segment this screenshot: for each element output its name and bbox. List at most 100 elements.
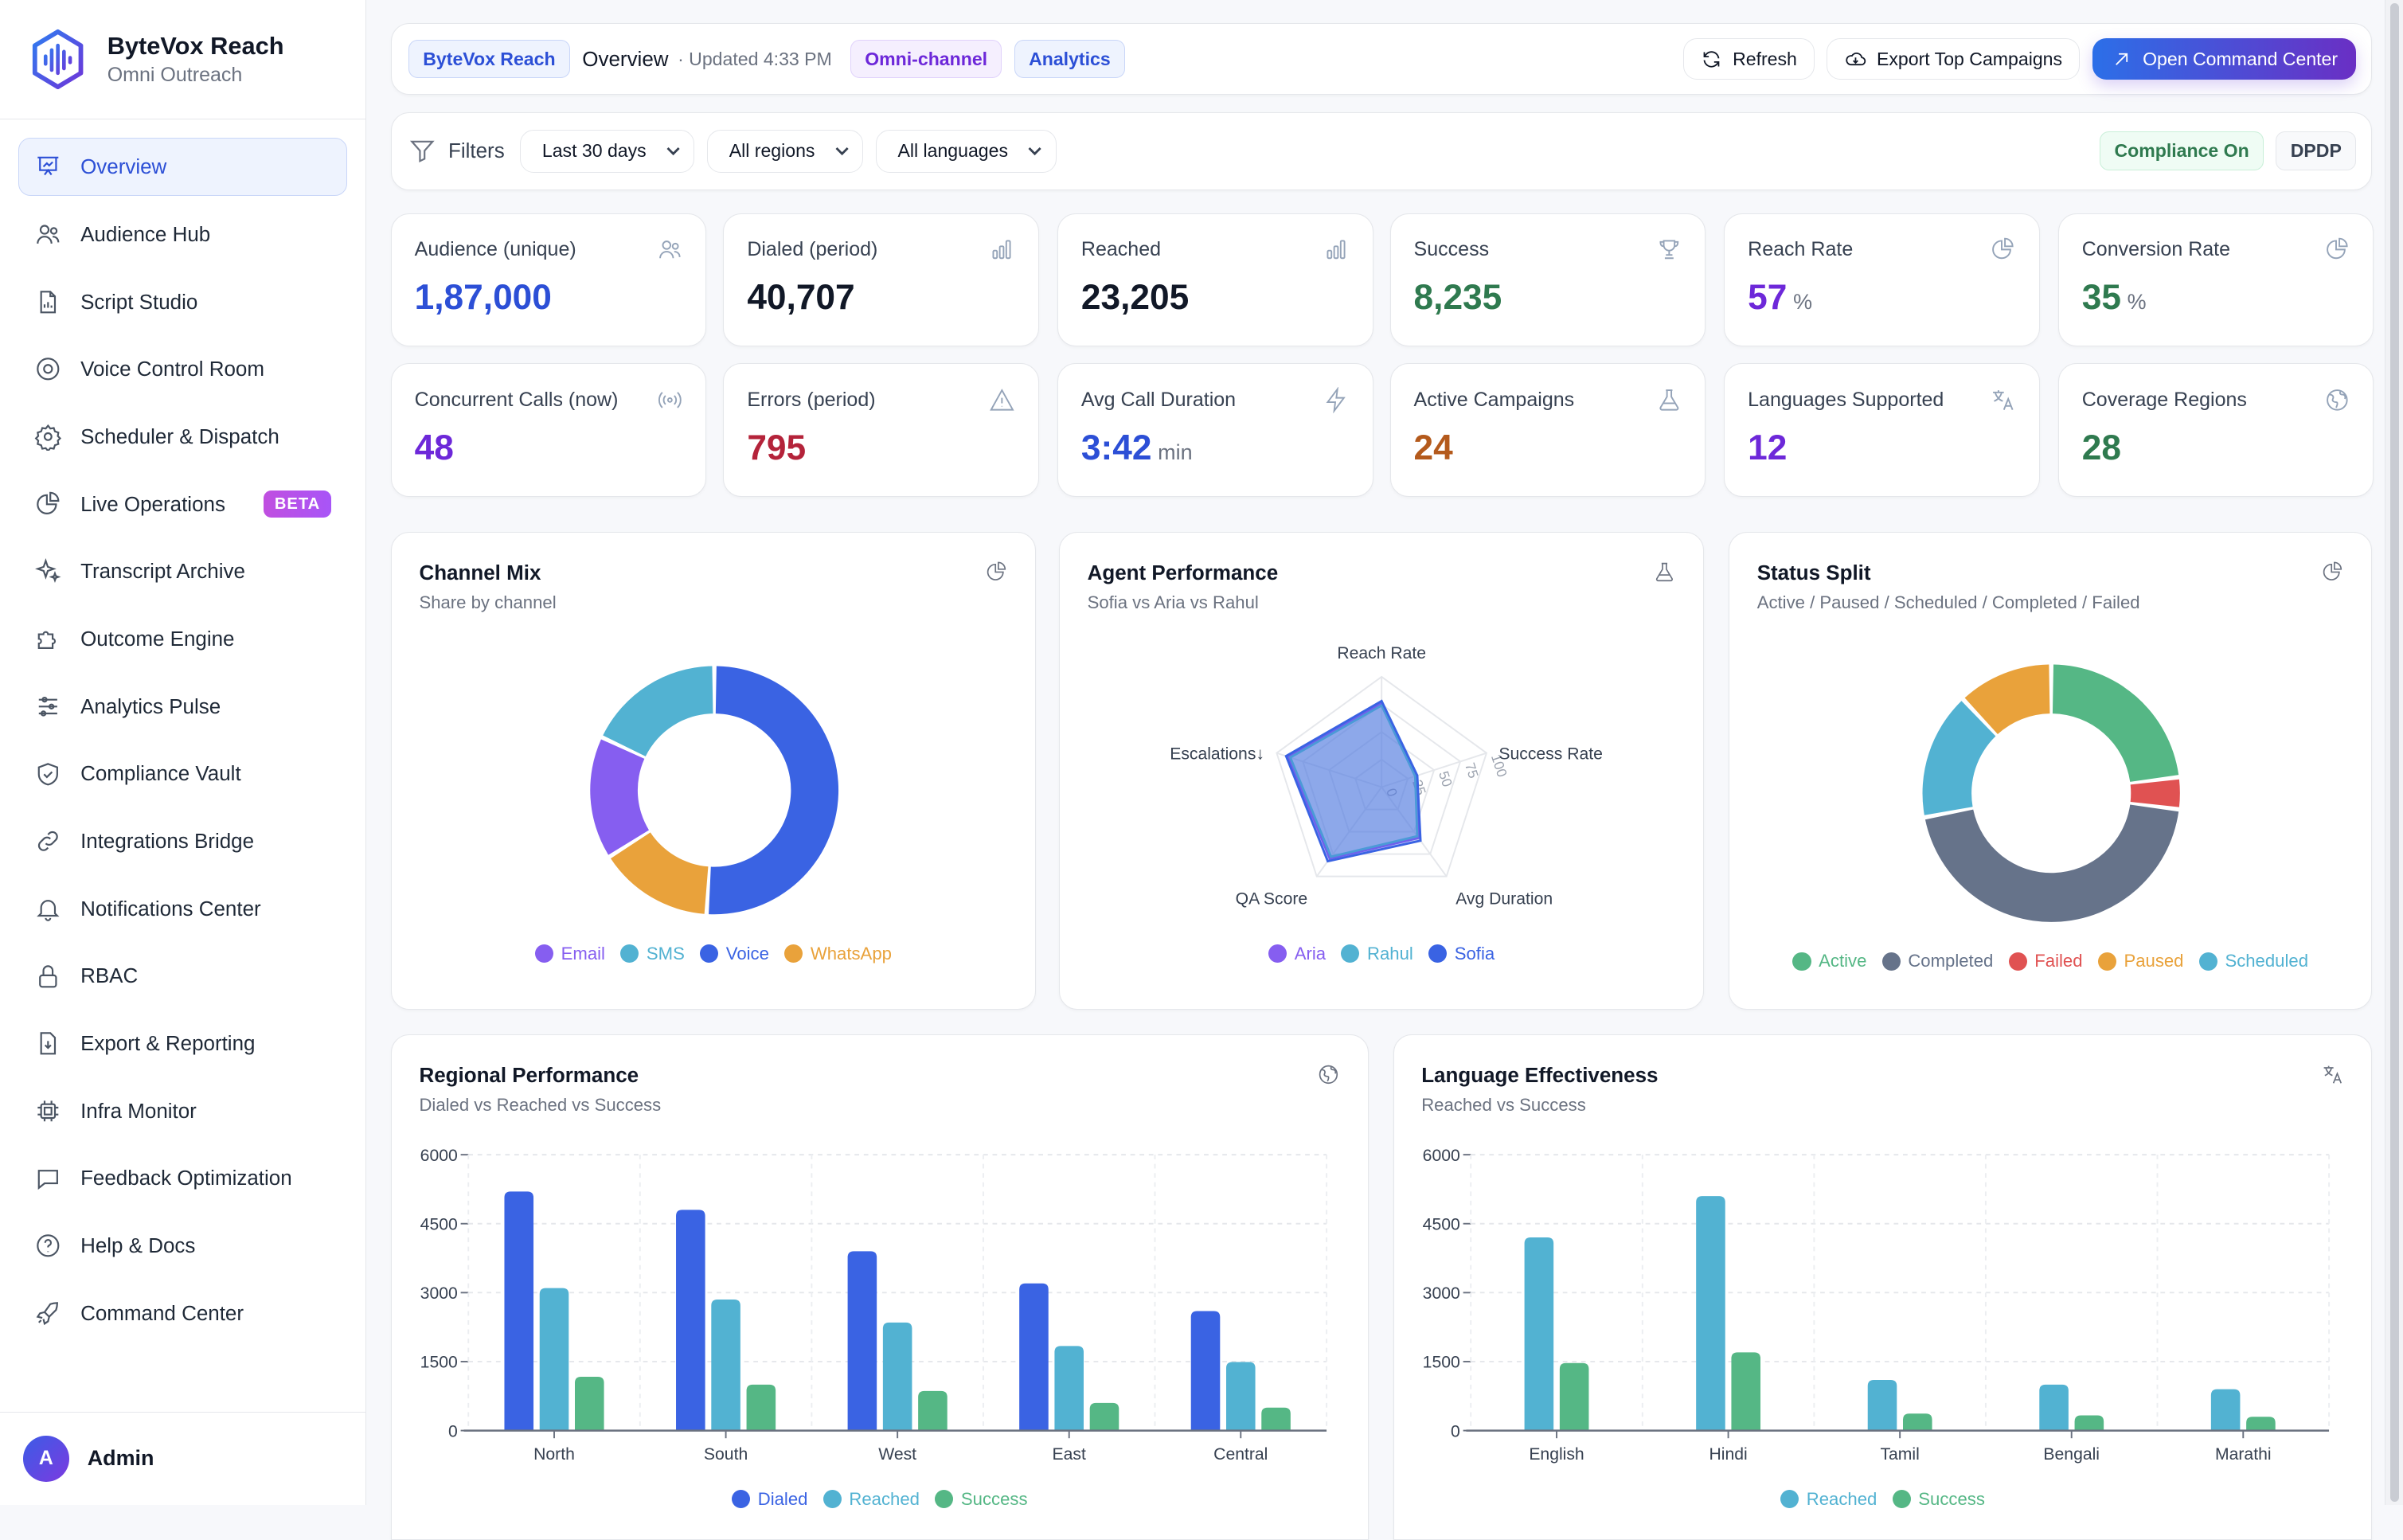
- sidebar-item-notifications-center[interactable]: Notifications Center: [18, 880, 347, 938]
- bar-success-english[interactable]: [1559, 1362, 1588, 1431]
- legend-item-rahul[interactable]: Rahul: [1341, 944, 1413, 964]
- legend-item-reached[interactable]: Reached: [822, 1489, 920, 1510]
- sidebar-item-export-reporting[interactable]: Export & Reporting: [18, 1014, 347, 1073]
- legend-item-aria[interactable]: Aria: [1268, 944, 1326, 964]
- bar-success-marathi[interactable]: [2245, 1417, 2276, 1431]
- donut-slice-scheduled[interactable]: [1922, 701, 1996, 815]
- chart-legend: Dialed Reached Success: [392, 1489, 1368, 1510]
- bar-reached-bengali[interactable]: [2038, 1385, 2069, 1431]
- bar-reached-marathi[interactable]: [2210, 1389, 2240, 1431]
- sidebar-item-live-operations[interactable]: Live Operations BETA: [18, 475, 347, 534]
- sidebar-item-help-docs[interactable]: Help & Docs: [18, 1217, 347, 1275]
- avatar[interactable]: A: [22, 1435, 69, 1482]
- bar-dialed-west[interactable]: [847, 1251, 877, 1431]
- sidebar-item-script-studio[interactable]: Script Studio: [18, 273, 347, 331]
- sidebar-item-integrations-bridge[interactable]: Integrations Bridge: [18, 812, 347, 870]
- region-select[interactable]: All regions: [706, 129, 864, 173]
- user-profile[interactable]: A Admin: [0, 1411, 365, 1505]
- donut-slice-completed[interactable]: [1924, 804, 2179, 922]
- bar-success-north[interactable]: [574, 1377, 604, 1431]
- bar-dialed-east[interactable]: [1018, 1283, 1049, 1431]
- sidebar-item-label: Live Operations: [80, 491, 225, 516]
- legend-item-scheduled[interactable]: Scheduled: [2198, 951, 2309, 971]
- bar-success-tamil[interactable]: [1902, 1413, 1932, 1431]
- refresh-button[interactable]: Refresh: [1682, 38, 1815, 80]
- link-icon: [38, 831, 59, 851]
- bar-success-central[interactable]: [1261, 1407, 1291, 1431]
- legend-item-failed[interactable]: Failed: [2008, 951, 2083, 971]
- bar-reached-tamil[interactable]: [1867, 1380, 1897, 1431]
- legend-item-whatsapp[interactable]: WhatsApp: [784, 944, 892, 964]
- sidebar-item-transcript-archive[interactable]: Transcript Archive: [18, 542, 347, 600]
- kpi-value: 795: [747, 428, 1015, 468]
- donut-slice-whatsapp[interactable]: [610, 832, 709, 914]
- radar-series-aria[interactable]: [1287, 702, 1420, 860]
- sidebar-item-scheduler-dispatch[interactable]: Scheduler & Dispatch: [18, 408, 347, 466]
- legend-item-success[interactable]: Success: [935, 1489, 1028, 1510]
- donut-slice-failed[interactable]: [2130, 779, 2180, 807]
- legend-item-completed[interactable]: Completed: [1881, 951, 1993, 971]
- bar-dialed-south[interactable]: [675, 1210, 705, 1431]
- bar-success-east[interactable]: [1089, 1403, 1119, 1431]
- kpi-number: 3:42: [1080, 428, 1152, 468]
- chart-subtitle: Sofia vs Aria vs Rahul: [1087, 592, 1259, 613]
- legend-item-active[interactable]: Active: [1792, 951, 1866, 971]
- sidebar-item-voice-control-room[interactable]: Voice Control Room: [18, 340, 347, 398]
- translate-icon: [1993, 390, 2014, 410]
- legend-item-success[interactable]: Success: [1892, 1489, 1985, 1510]
- scrollbar-thumb[interactable]: [2389, 2, 2400, 1503]
- bar-reached-central[interactable]: [1225, 1362, 1256, 1431]
- legend-label: Scheduled: [2225, 951, 2309, 971]
- legend-item-paused[interactable]: Paused: [2097, 951, 2184, 971]
- bar-dialed-central[interactable]: [1190, 1311, 1221, 1431]
- language-select[interactable]: All languages: [875, 129, 1057, 173]
- sidebar-item-analytics-pulse[interactable]: Analytics Pulse: [18, 678, 347, 736]
- kpi-value: 28: [2082, 428, 2350, 468]
- sidebar-item-compliance-vault[interactable]: Compliance Vault: [18, 745, 347, 803]
- sidebar-item-audience-hub[interactable]: Audience Hub: [18, 205, 347, 264]
- app-name: ByteVox Reach: [107, 32, 284, 61]
- donut-slice-email[interactable]: [590, 739, 649, 855]
- legend-item-dialed[interactable]: Dialed: [732, 1489, 807, 1510]
- bar-success-south[interactable]: [746, 1385, 776, 1431]
- kpi-label: Concurrent Calls (now): [414, 388, 619, 411]
- sidebar-item-feedback-optimization[interactable]: Feedback Optimization: [18, 1149, 347, 1207]
- bar-reached-south[interactable]: [711, 1300, 740, 1431]
- donut-slice-active[interactable]: [2052, 664, 2179, 782]
- sidebar-item-outcome-engine[interactable]: Outcome Engine: [18, 610, 347, 668]
- donut-slice-sms[interactable]: [603, 666, 713, 756]
- radar-series-sofia[interactable]: [1284, 699, 1422, 863]
- bar-reached-hindi[interactable]: [1695, 1196, 1725, 1431]
- legend-item-sms[interactable]: SMS: [620, 944, 685, 964]
- bar-reached-north[interactable]: [539, 1288, 569, 1431]
- chart-title: Regional Performance: [419, 1062, 639, 1087]
- period-select[interactable]: Last 30 days: [519, 129, 695, 173]
- sidebar: ByteVox Reach Omni Outreach Overview Audie…: [0, 0, 366, 1506]
- bar-reached-english[interactable]: [1524, 1237, 1553, 1431]
- bar-reached-east[interactable]: [1054, 1346, 1084, 1431]
- legend-item-sofia[interactable]: Sofia: [1428, 944, 1495, 964]
- bar-success-hindi[interactable]: [1730, 1352, 1760, 1431]
- sidebar-item-infra-monitor[interactable]: Infra Monitor: [18, 1082, 347, 1140]
- sidebar-item-overview[interactable]: Overview: [18, 138, 347, 197]
- chart-subtitle: Dialed vs Reached vs Success: [419, 1095, 662, 1116]
- legend-item-email[interactable]: Email: [534, 944, 605, 964]
- open-command-center-button[interactable]: Open Command Center: [2092, 38, 2357, 80]
- kpi-label: Coverage Regions: [2081, 388, 2247, 411]
- bar-success-west[interactable]: [917, 1391, 948, 1431]
- donut-slice-paused[interactable]: [1964, 664, 2050, 734]
- radar-axis-label: Avg Duration: [1455, 889, 1553, 908]
- legend-item-reached[interactable]: Reached: [1780, 1489, 1877, 1510]
- bar-reached-west[interactable]: [882, 1323, 912, 1431]
- export-top-campaigns-button[interactable]: Export Top Campaigns: [1827, 38, 2081, 80]
- sidebar-item-rbac[interactable]: RBAC: [18, 947, 347, 1005]
- radar-series-rahul[interactable]: [1288, 703, 1419, 858]
- bar-success-bengali[interactable]: [2074, 1415, 2104, 1431]
- radar-tick-label: 50: [1436, 769, 1455, 789]
- sidebar-item-command-center[interactable]: Command Center: [18, 1284, 347, 1343]
- legend-item-voice[interactable]: Voice: [700, 944, 769, 964]
- bar-dialed-north[interactable]: [504, 1191, 533, 1431]
- scrollbar[interactable]: [2384, 0, 2403, 1506]
- donut-slice-voice[interactable]: [708, 666, 838, 915]
- cloud-download-icon: [1845, 52, 1866, 65]
